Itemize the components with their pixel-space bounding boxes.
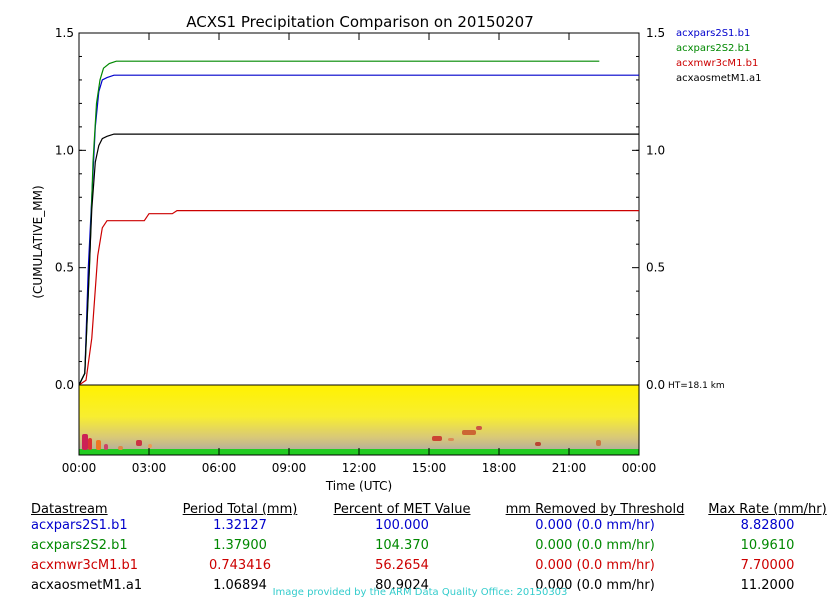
x-tick-label: 06:00 [202, 461, 237, 475]
y-tick-label-right: 0.0 [646, 378, 665, 392]
y-tick-label-right: 0.5 [646, 261, 665, 275]
table-cell: acxpars2S2.b1 [31, 538, 128, 553]
table-header: Period Total (mm) [182, 502, 298, 517]
y-tick-label-right: 1.5 [646, 26, 665, 40]
series-line-acxaosmetM1.a1 [78, 133, 639, 386]
table-cell: acxmwr3cM1.b1 [31, 558, 139, 573]
table-cell: 11.2000 [740, 578, 795, 593]
y-tick-label-right: 1.0 [646, 143, 665, 157]
table-cell: 0.000 (0.0 mm/hr) [535, 518, 655, 533]
table-cell: 1.06894 [213, 578, 267, 593]
table-header: Max Rate (mm/hr) [708, 502, 827, 517]
x-axis: 00:00 03:00 06:00 09:00 12:00 15:00 18:00 21:00… [62, 33, 657, 475]
radar-echo [462, 430, 476, 435]
legend: acxpars2S1.b1 acxpars2S2.b1 acxmwr3cM1.b1 a… [676, 28, 761, 84]
table-cell: 10.9610 [740, 538, 795, 553]
table-cell: 0.743416 [208, 558, 272, 573]
radar-echo [476, 426, 482, 430]
table-cell: 56.2654 [375, 558, 429, 573]
legend-entry: acxpars2S2.b1 [676, 43, 750, 54]
radar-echo [82, 434, 88, 450]
radar-echo [136, 440, 142, 446]
table-cell: 1.32127 [213, 518, 267, 533]
radar-strip [79, 385, 639, 455]
table-header: Datastream [31, 502, 108, 517]
radar-echo [535, 442, 541, 446]
x-tick-label: 15:00 [412, 461, 447, 475]
x-tick-label: 00:00 [622, 461, 657, 475]
credit-line: Image provided by the ARM Data Quality O… [272, 587, 568, 598]
y-tick-label: 1.0 [55, 143, 74, 157]
radar-echo [88, 438, 92, 450]
radar-echo [448, 438, 454, 441]
table-cell: 104.370 [375, 538, 429, 553]
y-tick-label: 1.5 [55, 26, 74, 40]
table-header: Percent of MET Value [333, 502, 471, 517]
radar-echo [118, 446, 123, 450]
table-cell: 0.000 (0.0 mm/hr) [535, 578, 655, 593]
precipitation-chart: ACXS1 Precipitation Comparison on 201502… [31, 13, 761, 493]
table-cell: acxaosmetM1.a1 [31, 578, 143, 593]
x-tick-label: 03:00 [132, 461, 167, 475]
y-axis: 0.0 0.0 0.5 0.5 1.0 1.0 1.5 1.5 [55, 26, 665, 392]
legend-entry: acxaosmetM1.a1 [676, 73, 761, 84]
series-line-acxpars2S1.b1 [78, 74, 639, 386]
y-tick-label: 0.0 [55, 378, 74, 392]
radar-echo [104, 444, 108, 450]
x-tick-label: 00:00 [62, 461, 97, 475]
table-cell: 7.70000 [740, 558, 795, 573]
y-tick-label: 0.5 [55, 261, 74, 275]
x-tick-label: 21:00 [552, 461, 587, 475]
height-label: HT=18.1 km [668, 381, 725, 391]
x-tick-label: 12:00 [342, 461, 377, 475]
radar-echo [432, 436, 442, 441]
table-cell: 100.000 [375, 518, 429, 533]
legend-entry: acxmwr3cM1.b1 [676, 58, 758, 69]
x-axis-label: Time (UTC) [325, 479, 392, 493]
table-cell: acxpars2S1.b1 [31, 518, 128, 533]
table-cell: 1.37900 [213, 538, 267, 553]
radar-echo [96, 440, 101, 450]
x-tick-label: 09:00 [272, 461, 307, 475]
radar-echo [596, 440, 601, 446]
y-axis-label: (CUMULATIVE_MM) [31, 185, 45, 298]
table-header: mm Removed by Threshold [505, 502, 685, 517]
table-cell: 0.000 (0.0 mm/hr) [535, 538, 655, 553]
table-cell: 80.9024 [375, 578, 429, 593]
chart-title: ACXS1 Precipitation Comparison on 201502… [186, 13, 533, 31]
series-line-acxmwr3cM1.b1 [78, 210, 639, 386]
series-layer [78, 60, 639, 386]
table-cell: 8.82800 [740, 518, 795, 533]
radar-background [79, 385, 639, 455]
series-line-acxpars2S2.b1 [78, 60, 600, 386]
legend-entry: acxpars2S1.b1 [676, 28, 750, 39]
radar-echo [148, 444, 152, 448]
table-cell: 0.000 (0.0 mm/hr) [535, 558, 655, 573]
x-tick-label: 18:00 [482, 461, 517, 475]
